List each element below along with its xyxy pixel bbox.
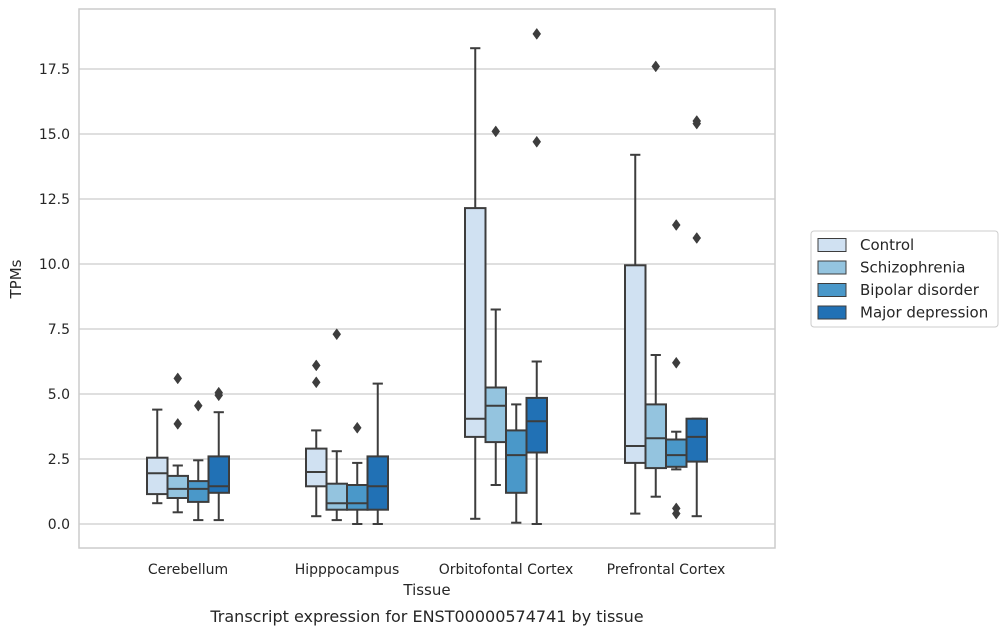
box-iqr	[366, 455, 389, 511]
box-schizophrenia	[166, 372, 189, 514]
box-bipolar-disorder	[187, 399, 210, 522]
x-axis-label: Tissue	[402, 581, 450, 599]
outlier-point	[173, 372, 183, 385]
box-iqr	[525, 396, 548, 454]
outlier-point	[352, 421, 362, 434]
legend-frame	[810, 230, 999, 328]
y-tick-label: 2.5	[48, 452, 70, 468]
outlier-point	[311, 376, 321, 389]
box-major-depression	[366, 382, 389, 525]
x-tick-label: Orbitofontal Cortex	[439, 562, 574, 578]
box-schizophrenia	[484, 125, 507, 486]
outlier-point	[671, 219, 681, 231]
box-control	[305, 359, 328, 518]
outlier-point	[532, 135, 542, 148]
box-iqr	[166, 474, 189, 499]
box-series	[146, 27, 708, 525]
legend-label: Bipolar disorder	[860, 281, 980, 299]
y-tick-label: 17.5	[39, 62, 70, 78]
box-iqr	[187, 480, 210, 503]
figure-caption: Transcript expression for ENST0000057474…	[209, 607, 643, 626]
box-iqr	[484, 386, 507, 444]
outlier-point	[332, 328, 342, 341]
box-control	[624, 153, 647, 515]
outlier-point	[692, 232, 702, 244]
plot-frame	[78, 8, 776, 549]
outlier-point	[692, 115, 702, 127]
outlier-point	[651, 60, 661, 73]
legend-swatch	[817, 238, 847, 252]
box-bipolar-disorder	[665, 219, 688, 520]
outlier-point	[532, 27, 542, 40]
outlier-point	[214, 386, 224, 399]
outlier-point	[311, 359, 321, 372]
box-iqr	[207, 455, 230, 494]
legend-label: Major depression	[860, 304, 988, 322]
box-iqr	[346, 484, 369, 511]
legend-swatch	[817, 283, 847, 297]
legend-label: Schizophrenia	[860, 259, 965, 277]
box-schizophrenia	[325, 328, 348, 522]
x-tick-label: Prefrontal Cortex	[607, 562, 726, 578]
legend-swatch	[817, 260, 847, 275]
box-iqr	[644, 403, 667, 470]
box-iqr	[146, 456, 169, 496]
gridlines	[79, 68, 775, 525]
y-tick-label: 12.5	[39, 192, 70, 208]
y-tick-label: 10.0	[39, 257, 70, 273]
box-bipolar-disorder	[505, 403, 528, 524]
box-major-depression	[525, 27, 548, 525]
box-iqr	[685, 417, 708, 463]
box-iqr	[464, 207, 487, 438]
y-tick-label: 7.5	[48, 322, 70, 338]
outlier-point	[491, 125, 501, 138]
box-iqr	[665, 438, 688, 468]
box-iqr	[305, 447, 328, 488]
legend: Control Schizophrenia Bipolar disorder Majo…	[810, 230, 999, 328]
y-axis-label: TPMs	[7, 259, 25, 299]
x-tick-label: Cerebellum	[148, 562, 228, 578]
box-control	[146, 408, 169, 505]
box-iqr	[505, 429, 528, 494]
y-tick-label: 15.0	[39, 127, 70, 143]
box-schizophrenia	[644, 60, 667, 498]
outlier-point	[173, 417, 183, 430]
box-iqr	[325, 482, 348, 511]
box-bipolar-disorder	[346, 421, 369, 525]
outlier-point	[671, 502, 681, 515]
x-tick-label: Hipppocampus	[295, 562, 400, 578]
legend-swatch	[817, 305, 847, 320]
box-major-depression	[685, 115, 708, 518]
outlier-point	[193, 399, 203, 412]
y-tick-labels: 0.0 2.5 5.0 7.5 10.0 12.5 15.0 17.5	[39, 62, 70, 533]
legend-label: Control	[860, 236, 914, 254]
box-control	[464, 47, 487, 520]
y-tick-label: 0.0	[48, 517, 70, 533]
y-tick-label: 5.0	[48, 387, 70, 403]
x-tick-labels: Cerebellum Hipppocampus Orbitofontal Corte…	[148, 562, 725, 578]
box-iqr	[624, 264, 647, 464]
outlier-point	[671, 356, 681, 369]
box-major-depression	[207, 386, 230, 522]
